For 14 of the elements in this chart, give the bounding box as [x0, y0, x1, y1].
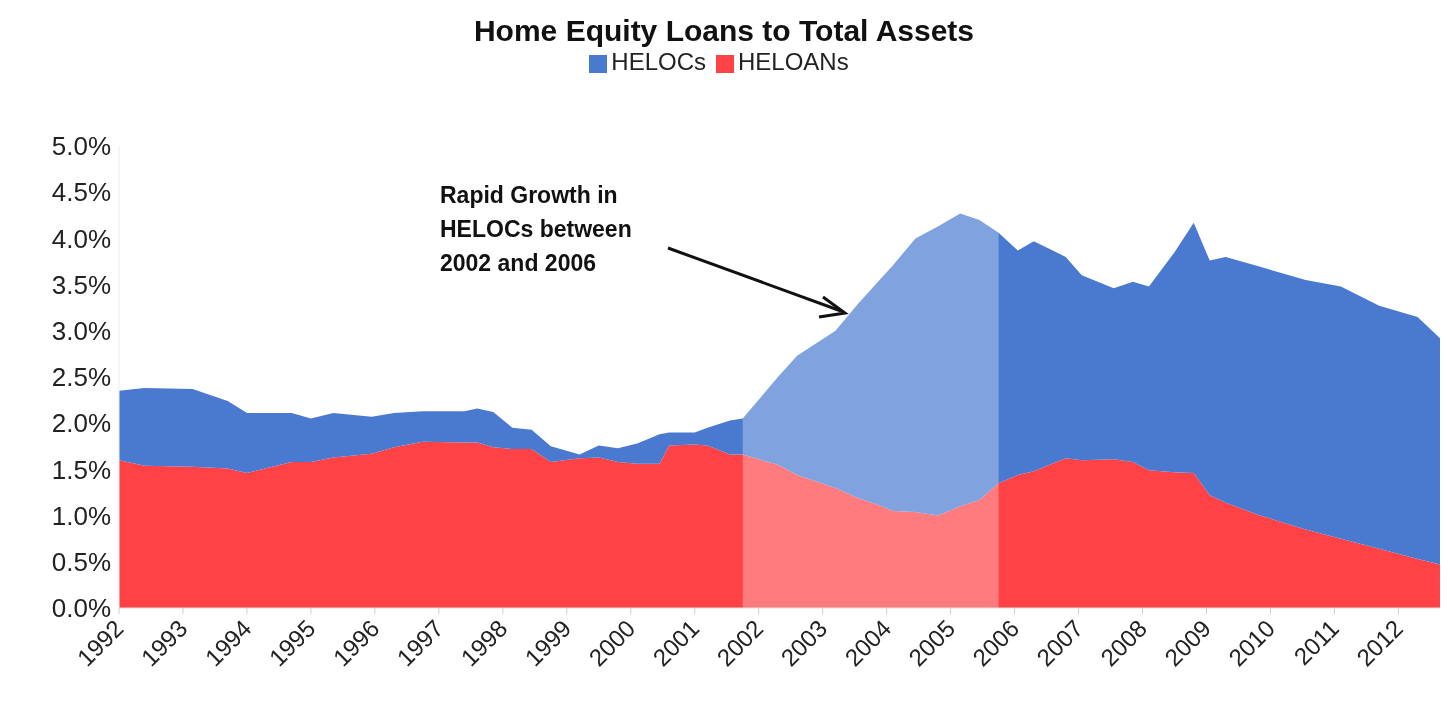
y-tick-label: 5.0%	[51, 131, 111, 162]
y-tick-label: 3.5%	[51, 269, 111, 300]
y-tick-label: 1.5%	[51, 454, 111, 485]
y-tick-label: 1.0%	[51, 500, 111, 531]
y-tick-label: 3.0%	[51, 316, 111, 347]
chart-title: Home Equity Loans to Total Assets	[472, 13, 976, 48]
y-tick-label: 4.5%	[51, 177, 111, 208]
y-tick-label: 0.5%	[51, 547, 111, 578]
legend-label: HELOCs	[611, 48, 706, 75]
y-tick-label: 2.5%	[51, 362, 111, 393]
legend-label: HELOANs	[737, 48, 849, 75]
y-tick-label: 2.0%	[51, 408, 111, 439]
y-tick-label: 4.0%	[51, 223, 111, 254]
annotation: Rapid Growth in HELOCs between 2002 and 2006	[440, 181, 632, 278]
